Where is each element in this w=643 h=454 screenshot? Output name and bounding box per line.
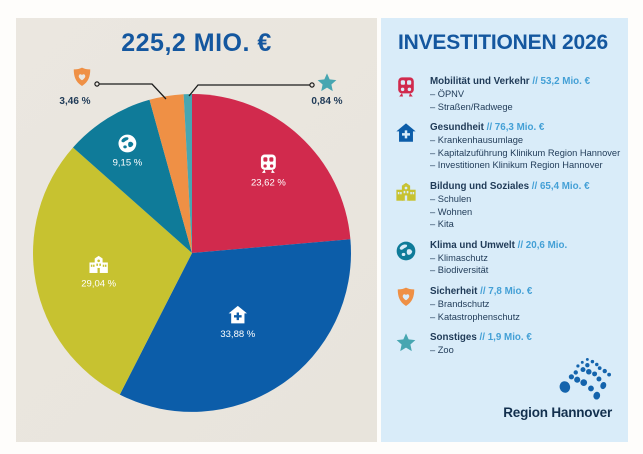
legend-sublist: – ÖPNV – Straßen/Radwege — [430, 88, 622, 113]
callout-line-sicherheit — [97, 83, 167, 100]
legend-item-name: Mobilität und Verkehr — [430, 76, 533, 87]
legend-item-icon — [395, 239, 419, 277]
legend-sub-item: – Kita — [430, 219, 454, 230]
legend-sub-item: – Straßen/Radwege — [430, 101, 513, 112]
train-icon — [398, 77, 414, 97]
callout-line-sonstiges — [188, 84, 312, 97]
shield-heart-icon — [73, 67, 91, 86]
slice-pct-label: 3,46 % — [59, 96, 90, 107]
legend-item-value: // 7,8 Mio. € — [480, 285, 533, 297]
legend-item-icon — [395, 121, 419, 172]
legend-item-icon — [395, 331, 419, 359]
legend-sub-item: – Katastrophenschutz — [430, 311, 520, 322]
legend-item-header: Mobilität und Verkehr // 53,2 Mio. € — [430, 75, 622, 88]
hospital-house-icon — [228, 305, 248, 324]
legend-item: Gesundheit // 76,3 Mio. € – Krankenhausu… — [395, 121, 622, 172]
legend-item-name: Sicherheit — [430, 285, 481, 297]
legend-sub-item: – Investitionen Klinikum Region Hannover — [430, 160, 603, 171]
school-icon — [89, 255, 108, 273]
legend-sub-item: – Schulen — [430, 193, 472, 204]
legend-sub-item: – Krankenhausumlage — [430, 135, 524, 146]
pie-slice-sicherheit — [149, 94, 192, 253]
legend-item-value: // 76,3 Mio. € — [486, 122, 545, 134]
legend-sub-item: – Klimaschutz — [430, 252, 488, 263]
legend-sub-item: – Brandschutz — [430, 298, 490, 309]
slice-pct-label: 9,15 % — [113, 158, 143, 169]
legend-sub-item: – Zoo — [430, 345, 454, 356]
legend-item-header: Klima und Umwelt // 20,6 Mio. — [430, 239, 622, 252]
legend-item: Sicherheit // 7,8 Mio. € – Brandschutz – … — [395, 285, 622, 323]
legend-sub-item: – ÖPNV — [430, 89, 465, 99]
legend-item-name: Gesundheit — [430, 122, 487, 134]
legend-item-icon — [395, 75, 419, 113]
legend-sublist: – Schulen – Wohnen – Kita — [430, 193, 622, 231]
legend-item-name: Klima und Umwelt — [430, 239, 518, 251]
star-icon — [317, 73, 337, 92]
chart-total-title: 225,2 MIO. € — [121, 29, 272, 57]
legend-item: Mobilität und Verkehr // 53,2 Mio. € – Ö… — [395, 75, 622, 113]
pie-slice-bildung — [33, 147, 192, 395]
legend-item: Sonstiges // 1,9 Mio. € – Zoo — [395, 331, 622, 359]
legend-item-text: Gesundheit // 76,3 Mio. € – Krankenhausu… — [430, 121, 622, 172]
legend-item-text: Sicherheit // 7,8 Mio. € – Brandschutz – … — [430, 285, 622, 323]
legend-sublist: – Zoo — [430, 344, 622, 357]
legend-item-header: Gesundheit // 76,3 Mio. € — [430, 121, 622, 134]
legend-sublist: – Krankenhausumlage – Kapitalzuführung Kl… — [430, 134, 622, 172]
globe-icon — [118, 134, 137, 153]
pie-slice-sonstiges — [183, 93, 192, 254]
pie-slice-klima — [73, 99, 192, 253]
pie-slice-gesundheit — [119, 239, 351, 412]
school-icon — [396, 182, 416, 201]
hospital-house-icon — [396, 123, 416, 142]
investment-pie-chart: 23,62 % 33,88 % 29,04 % 9,15 % 3,46 % 0,8… — [33, 67, 351, 412]
slice-pct-label: 33,88 % — [220, 329, 255, 340]
legend-sublist: – Brandschutz – Katastrophenschutz — [430, 298, 622, 323]
legend-item-text: Sonstiges // 1,9 Mio. € – Zoo — [430, 331, 622, 359]
callout-dot — [309, 82, 315, 88]
shield-heart-icon — [397, 287, 415, 306]
legend-item-text: Klima und Umwelt // 20,6 Mio. – Klimasch… — [430, 239, 622, 277]
legend-sub-item: – Kapitalzuführung Klinikum Region Hanno… — [430, 147, 621, 158]
legend-title: INVESTITIONEN 2026 — [398, 31, 608, 54]
legend-item-header: Sicherheit // 7,8 Mio. € — [430, 285, 622, 298]
slice-pct-label: 29,04 % — [81, 279, 116, 290]
legend-sub-item: – Wohnen — [430, 206, 473, 217]
slice-pct-label: 0,84 % — [311, 96, 342, 107]
legend-item-name: Bildung und Soziales — [430, 180, 532, 192]
legend-item-text: Mobilität und Verkehr // 53,2 Mio. € – Ö… — [430, 75, 622, 113]
slice-pct-label: 23,62 % — [251, 178, 286, 189]
train-icon — [260, 154, 276, 173]
globe-icon — [396, 241, 416, 261]
logo-dots-graphic — [559, 357, 611, 400]
region-hannover-logo: Region Hannover — [503, 354, 612, 420]
legend-item: Bildung und Soziales // 65,4 Mio. € – Sc… — [395, 180, 622, 231]
legend-item: Klima und Umwelt // 20,6 Mio. – Klimasch… — [395, 239, 622, 277]
legend-item-icon — [395, 285, 419, 323]
pie-slice-mobilitaet — [192, 94, 351, 253]
legend-item-header: Sonstiges // 1,9 Mio. € — [430, 331, 622, 344]
legend-item-icon — [395, 180, 419, 231]
legend-item-value: // 53,2 Mio. € — [532, 76, 591, 87]
legend-sublist: – Klimaschutz – Biodiversität — [430, 252, 622, 277]
legend-item-text: Bildung und Soziales // 65,4 Mio. € – Sc… — [430, 180, 622, 231]
legend-item-name: Sonstiges — [430, 332, 480, 344]
legend-panel: INVESTITIONEN 2026 Mobilität und Verkehr… — [381, 18, 628, 442]
logo-text: Region Hannover — [503, 405, 612, 420]
legend-item-header: Bildung und Soziales // 65,4 Mio. € — [430, 180, 622, 193]
legend-list: Mobilität und Verkehr // 53,2 Mio. € – Ö… — [395, 75, 622, 367]
legend-item-value: // 65,4 Mio. € — [531, 180, 590, 192]
legend-item-value: // 1,9 Mio. € — [479, 332, 532, 344]
callout-dot — [94, 81, 100, 87]
star-icon — [396, 333, 416, 352]
chart-panel: 225,2 MIO. € 23,62 % 33,88 % 29,04 % 9,1… — [16, 18, 377, 442]
legend-sub-item: – Biodiversität — [430, 265, 489, 276]
legend-item-value: // 20,6 Mio. — [517, 239, 568, 251]
